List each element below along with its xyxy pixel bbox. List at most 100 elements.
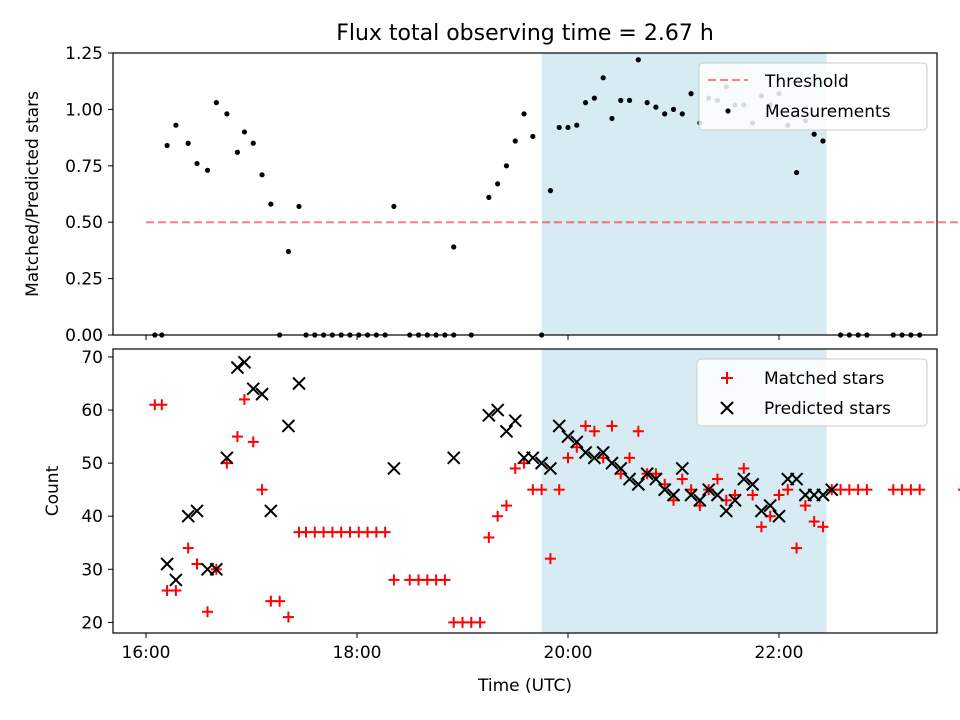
- legend-matched-label: Matched stars: [764, 369, 884, 389]
- measurement-point: [635, 57, 641, 63]
- matched-point: [755, 521, 767, 533]
- predicted-point-b: [684, 488, 698, 502]
- measurement-point: [173, 122, 179, 128]
- measurement-point: [259, 172, 265, 178]
- predicted-point-b: [534, 456, 549, 470]
- x-tick-label: 18:00: [333, 643, 382, 663]
- matched-point: [562, 452, 574, 464]
- matched-point: [624, 452, 636, 464]
- matched-point: [694, 500, 706, 512]
- predicted-point: [666, 488, 681, 502]
- matched-point: [914, 484, 926, 496]
- predicted-point-b: [587, 451, 602, 465]
- predicted-point: [763, 498, 777, 513]
- predicted-point: [631, 477, 646, 492]
- matched-point: [483, 531, 495, 543]
- matched-point: [439, 574, 451, 586]
- predicted-point: [596, 445, 610, 460]
- top-y-tick-label: 0.75: [65, 157, 103, 177]
- matched-point: [773, 489, 785, 501]
- measurement-point: [391, 203, 397, 210]
- predicted-point-b: [552, 419, 566, 433]
- predicted-point: [693, 493, 707, 507]
- matched-point: [650, 468, 662, 480]
- predicted-point: [649, 472, 663, 486]
- measurement-point: [204, 167, 211, 173]
- predicted-point: [684, 488, 698, 502]
- predicted-point-b: [614, 461, 628, 476]
- predicted-point-b: [264, 504, 278, 518]
- matched-point: [156, 399, 168, 411]
- matched-point: [221, 457, 233, 469]
- measurement-point: [285, 248, 292, 255]
- predicted-point: [719, 504, 733, 518]
- measurement-point: [793, 169, 800, 176]
- matched-point: [182, 542, 194, 554]
- top-plot-frame: [112, 52, 938, 336]
- predicted-point-b: [622, 472, 637, 486]
- measurement-point: [521, 111, 527, 117]
- predicted-point: [825, 482, 839, 497]
- predicted-point: [605, 456, 619, 470]
- top-y-tick-label: 0.00: [65, 326, 103, 346]
- predicted-point-b: [825, 482, 839, 497]
- predicted-point: [675, 461, 689, 476]
- predicted-point-b: [631, 477, 646, 492]
- matched-point: [536, 484, 548, 496]
- legend-predicted-label: Predicted stars: [764, 399, 891, 419]
- predicted-point-b: [190, 504, 204, 518]
- predicted-point: [772, 509, 786, 523]
- top-y-tick-label: 0.25: [65, 270, 103, 290]
- predicted-point-b: [728, 493, 742, 507]
- predicted-point-b: [490, 403, 505, 417]
- bottom-y-axis-label: Count: [43, 465, 63, 516]
- predicted-point-b: [693, 493, 707, 507]
- matched-point: [588, 425, 600, 437]
- predicted-point-b: [772, 509, 786, 523]
- predicted-point: [246, 382, 260, 396]
- x-tick-label: 22:00: [755, 643, 804, 663]
- predicted-point-b: [816, 488, 830, 502]
- top-x-ticks: [145, 335, 780, 340]
- measurement-point: [451, 244, 457, 250]
- matched-legend-icon: [721, 372, 733, 384]
- predicted-point-b: [526, 451, 540, 465]
- predicted-point: [622, 472, 637, 486]
- predicted-point: [587, 451, 602, 465]
- measurement-point: [644, 100, 650, 106]
- matched-point: [238, 393, 250, 405]
- measurement-point: [662, 111, 668, 117]
- predicted-point: [482, 408, 496, 423]
- legend-measurements-label: Measurements: [765, 102, 891, 122]
- predicted-point: [169, 573, 183, 587]
- predicted-point-b: [578, 445, 593, 460]
- predicted-point-b: [292, 376, 306, 391]
- bottom-y-tick-label: 40: [81, 507, 103, 527]
- measurement-point: [250, 140, 256, 146]
- measurement-point: [241, 129, 248, 135]
- measurement-point: [820, 138, 826, 144]
- predicted-point: [701, 482, 716, 497]
- measurement-legend-icon: [725, 108, 731, 114]
- top-y-tick-label: 1.00: [65, 100, 103, 120]
- top-subplot: 0.00 0.25 0.50 0.75 1.00 1.25 Matched/Predict…: [23, 44, 960, 346]
- legend-threshold-label: Threshold: [764, 72, 849, 92]
- matched-point: [808, 516, 820, 528]
- predicted-point-b: [570, 435, 584, 449]
- predicted-point: [816, 488, 830, 502]
- predicted-point: [658, 482, 672, 497]
- predicted-point-b: [255, 387, 269, 401]
- predicted-point: [789, 472, 804, 486]
- matched-point: [676, 473, 688, 485]
- predicted-point: [640, 467, 654, 481]
- predicted-point: [281, 419, 296, 433]
- chart-title: Flux total observing time = 2.67 h: [336, 21, 714, 46]
- measurement-point: [600, 75, 606, 81]
- top-legend-box: [698, 62, 928, 131]
- matched-point: [231, 431, 243, 443]
- measurement-point: [213, 100, 219, 106]
- predicted-point: [499, 424, 514, 438]
- predicted-point-b: [737, 472, 751, 486]
